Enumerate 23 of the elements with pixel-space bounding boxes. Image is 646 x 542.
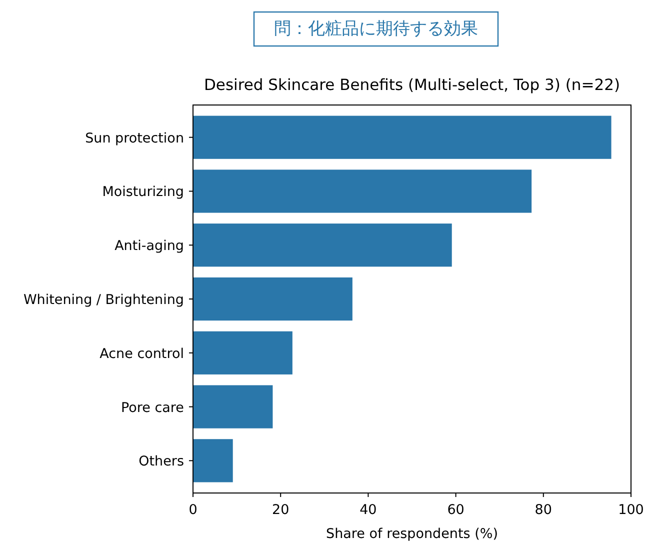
- bar: [193, 170, 532, 213]
- y-tick-label: Acne control: [100, 346, 184, 362]
- y-tick-label: Anti-aging: [114, 238, 184, 254]
- chart-title: 問：化粧品に期待する効果: [274, 19, 478, 39]
- y-tick-label: Sun protection: [85, 130, 184, 146]
- bar: [193, 116, 612, 159]
- bar: [193, 385, 273, 428]
- bar: [193, 277, 352, 321]
- bar: [193, 439, 233, 482]
- y-tick-label: Moisturizing: [102, 184, 184, 200]
- y-tick-label: Pore care: [120, 400, 184, 416]
- bar: [193, 224, 452, 267]
- x-tick-label: 0: [188, 502, 198, 518]
- x-tick-label: 100: [618, 502, 644, 518]
- x-tick-label: 20: [272, 502, 290, 518]
- x-tick-label: 40: [360, 502, 377, 518]
- x-tick-label: 80: [534, 502, 552, 518]
- x-tick-label: 60: [447, 502, 464, 518]
- bar: [193, 331, 292, 374]
- y-tick-label: Others: [138, 454, 184, 470]
- x-axis-title: Share of respondents (%): [326, 526, 498, 542]
- y-tick-label: Whitening / Brightening: [23, 292, 184, 308]
- chart-subtitle: Desired Skincare Benefits (Multi-select, Top 3) (n=22): [204, 76, 620, 94]
